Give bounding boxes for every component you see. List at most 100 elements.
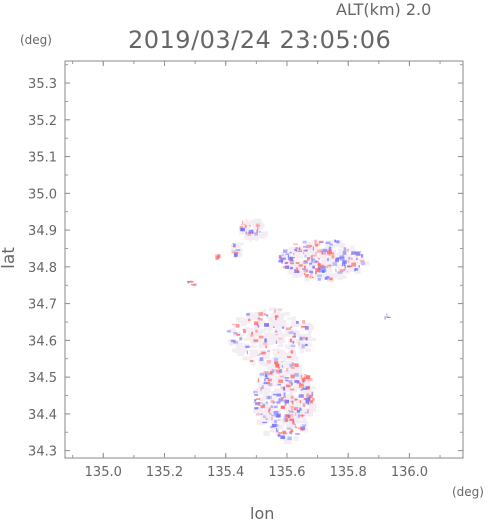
echo-patch-nw-cell xyxy=(259,231,262,233)
echo-south-body xyxy=(267,367,273,370)
echo-north-cell xyxy=(310,255,313,258)
echo-south-cell xyxy=(262,403,266,406)
echo-north-body xyxy=(338,243,345,248)
echo-middle-body xyxy=(270,319,276,323)
echo-north-cell xyxy=(327,264,332,267)
echo-middle-cell xyxy=(273,326,275,328)
echo-north-body xyxy=(293,249,301,253)
echo-middle-body xyxy=(250,359,256,366)
echo-south-body xyxy=(298,380,302,384)
echo-south-cell xyxy=(265,401,268,404)
echo-south-cell xyxy=(283,386,286,391)
echo-south-cell xyxy=(290,395,294,399)
echo-south-cell xyxy=(282,430,287,434)
echo-south-body xyxy=(306,388,312,393)
echo-south-cell xyxy=(278,379,284,383)
echo-south-cell xyxy=(307,402,310,406)
echo-middle-cell xyxy=(230,339,236,343)
echo-patch-nw-cell xyxy=(249,224,251,227)
echo-south-body xyxy=(296,372,302,376)
echo-patch-far-w xyxy=(190,284,196,286)
echo-north-cell xyxy=(355,252,360,255)
x-axis-ticks: 135.0 135.2 135.4 135.6 135.8 136.0 xyxy=(72,61,441,480)
echo-north-body xyxy=(305,247,311,253)
echo-middle-body xyxy=(291,316,296,322)
echo-north-cell xyxy=(304,272,306,276)
echo-south-body xyxy=(293,367,301,374)
echo-south-body xyxy=(285,436,290,443)
echo-middle-cell xyxy=(274,309,276,313)
echo-north-cell xyxy=(342,260,347,264)
echo-south-cell xyxy=(299,400,302,403)
echo-middle-cell xyxy=(281,326,285,329)
echo-north-cell xyxy=(319,241,324,243)
echo-middle-body xyxy=(244,321,250,324)
echo-south-cell xyxy=(303,376,308,379)
echo-middle-cell xyxy=(226,330,231,333)
altitude-label: ALT(km) 2.0 xyxy=(336,0,432,19)
echo-north-cell xyxy=(293,269,296,271)
echo-south-cell xyxy=(274,401,279,403)
echo-middle-body xyxy=(254,326,260,331)
echo-north-cell xyxy=(306,244,311,249)
echo-north-cell xyxy=(331,255,335,259)
echo-patch-nw-cell xyxy=(254,232,258,236)
echo-patch-w xyxy=(234,242,241,248)
plot-frame xyxy=(64,60,464,459)
echo-south-cell xyxy=(299,407,302,411)
echo-south-cell xyxy=(284,403,287,406)
echo-north-cell xyxy=(317,274,322,277)
echo-middle-body xyxy=(263,354,270,360)
echo-middle-body xyxy=(282,312,290,316)
echo-north-cell xyxy=(289,259,294,263)
echo-patch-nw-cell xyxy=(241,228,243,232)
echo-patch-nw-cell xyxy=(255,223,260,227)
echo-south-body xyxy=(309,403,317,409)
echo-south-cell xyxy=(270,425,272,428)
echo-south-cell xyxy=(254,394,258,396)
echo-south-cell xyxy=(263,415,266,419)
echo-south-body xyxy=(279,392,286,399)
echo-south-cell xyxy=(257,378,260,383)
echo-south-body xyxy=(300,408,307,414)
echo-middle-cell xyxy=(298,341,300,346)
echo-middle-body xyxy=(305,322,312,325)
echo-patch-nw xyxy=(250,219,256,224)
echo-south-cell xyxy=(295,363,299,367)
echo-middle-body xyxy=(276,351,284,358)
echo-middle-body xyxy=(290,328,293,333)
echo-north-cell xyxy=(354,268,356,272)
echo-north-cell xyxy=(316,269,320,273)
echo-north-body xyxy=(321,273,326,278)
echo-south-cell xyxy=(298,394,304,398)
echo-middle-body xyxy=(245,328,249,331)
echo-north-cell xyxy=(344,265,346,269)
echo-north-body xyxy=(350,259,356,263)
echo-north-cell xyxy=(320,264,325,268)
echo-middle-body xyxy=(278,341,283,345)
echo-patch-fw xyxy=(217,256,220,259)
echo-middle-body xyxy=(235,350,241,354)
echo-north-cell xyxy=(309,264,311,266)
echo-patch-e xyxy=(384,316,386,320)
echo-south-cell xyxy=(281,365,283,368)
echo-south-cell xyxy=(296,382,301,384)
echo-south-cell xyxy=(309,403,311,405)
echo-south-cell xyxy=(290,374,295,379)
echo-north-body xyxy=(335,259,339,265)
echo-north-cell xyxy=(280,256,282,261)
echo-south-cell xyxy=(279,369,282,374)
echo-south-body xyxy=(286,409,290,415)
echo-middle-body xyxy=(240,319,247,322)
echo-middle-body xyxy=(233,332,239,337)
echo-south-body xyxy=(262,390,271,393)
echo-middle-body xyxy=(285,333,290,337)
echo-north-cell xyxy=(343,268,347,270)
echo-middle-body xyxy=(249,336,255,342)
echo-middle-cell xyxy=(235,324,240,328)
echo-middle-body xyxy=(285,344,293,349)
echo-south-cell xyxy=(265,375,268,378)
echo-south-body xyxy=(274,406,278,412)
echo-middle-body xyxy=(275,324,279,331)
echo-north-cell xyxy=(303,252,305,255)
